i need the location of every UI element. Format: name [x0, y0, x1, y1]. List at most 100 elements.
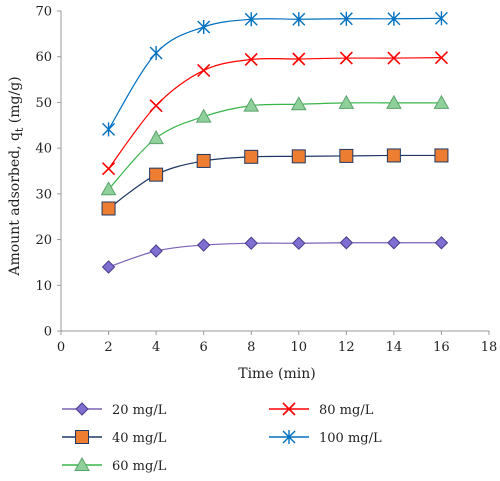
data-point [339, 51, 353, 65]
marker-shape [339, 236, 354, 250]
x-tick-label: 16 [433, 340, 450, 355]
y-tick-label: 40 [35, 142, 52, 157]
legend-label: 100 mg/L [319, 431, 382, 446]
x-axis-title: Time (min) [238, 366, 316, 382]
legend-item: 20 mg/L [62, 402, 167, 418]
data-point [149, 244, 163, 258]
data-point [387, 236, 401, 250]
data-point [387, 51, 401, 65]
marker-shape [149, 244, 163, 258]
data-point [434, 11, 448, 26]
marker-shape [290, 96, 307, 111]
marker-shape [148, 130, 164, 145]
marker-shape [197, 63, 211, 77]
data-point [102, 122, 116, 137]
data-point [101, 260, 116, 274]
data-point [100, 181, 117, 196]
data-point [149, 167, 164, 182]
legend-swatch-marker [75, 430, 89, 444]
marker-shape [433, 94, 450, 109]
y-axis-title-main: Amount adsorbed, q [7, 132, 23, 277]
marker-shape [339, 148, 354, 163]
data-point [197, 20, 211, 34]
y-tick-label: 70 [35, 5, 52, 20]
data-point [149, 99, 163, 113]
marker-shape [101, 162, 116, 176]
series-line [108, 154, 442, 209]
data-point [292, 52, 306, 66]
legend-item: 80 mg/L [269, 402, 374, 418]
data-point [433, 94, 450, 109]
axes: 0 10 20 30 40 50 60 70 0 2 4 6 8 10 12 14 16 18 [35, 5, 497, 356]
data-point [434, 236, 449, 250]
series-40-mg-l [101, 148, 449, 216]
x-tick-label: 2 [104, 340, 112, 355]
data-point [244, 236, 258, 250]
y-axis-title-subscript: t [13, 127, 26, 132]
series-60-mg-l [100, 94, 450, 196]
marker-shape [101, 260, 116, 274]
marker-shape [101, 201, 116, 216]
legend-item: 60 mg/L [62, 456, 167, 474]
data-point [244, 149, 259, 164]
marker-shape [75, 430, 89, 444]
marker-shape [387, 51, 401, 65]
legend-swatch-marker [282, 430, 296, 444]
marker-shape [74, 456, 90, 471]
marker-shape [291, 149, 306, 164]
data-point [339, 11, 353, 26]
marker-shape [196, 153, 211, 168]
data-point [434, 148, 449, 163]
data-point [387, 11, 401, 26]
data-point [197, 63, 211, 77]
legend-label: 40 mg/L [112, 431, 167, 446]
data-point [290, 96, 307, 111]
data-point [149, 46, 163, 61]
legend-label: 80 mg/L [319, 403, 374, 418]
marker-shape [386, 94, 402, 109]
marker-shape [292, 236, 306, 250]
x-tick-label: 0 [57, 340, 65, 355]
marker-shape [386, 148, 401, 163]
series-layer [100, 11, 450, 274]
x-tick-label: 8 [247, 340, 255, 355]
legend-label: 60 mg/L [112, 459, 167, 474]
marker-shape [244, 236, 258, 250]
marker-shape [282, 402, 296, 416]
legend-label: 20 mg/L [112, 403, 167, 418]
marker-shape [434, 51, 449, 65]
marker-shape [149, 99, 163, 113]
marker-shape [244, 149, 259, 164]
series-80-mg-l [101, 51, 449, 176]
data-point [196, 238, 211, 252]
x-tick-label: 6 [200, 340, 208, 355]
marker-shape [434, 236, 449, 250]
data-point [338, 94, 355, 109]
legend-item: 40 mg/L [62, 430, 167, 446]
marker-shape [339, 51, 353, 65]
marker-shape [243, 97, 260, 112]
legend-item: 100 mg/L [269, 430, 382, 446]
y-axis-title-unit: (mg/g) [7, 76, 23, 127]
data-point [101, 201, 116, 216]
marker-shape [338, 94, 355, 109]
x-tick-label: 12 [338, 340, 355, 355]
x-tick-label: 14 [386, 340, 403, 355]
data-point [101, 162, 116, 176]
legend-swatch-marker [75, 402, 89, 416]
y-axis-title: Amount adsorbed, qt (mg/g) [7, 76, 26, 276]
marker-shape [100, 181, 117, 196]
y-tick-label: 0 [44, 325, 52, 340]
data-point [292, 236, 306, 250]
marker-shape [292, 52, 306, 66]
marker-shape [244, 52, 258, 67]
marker-shape [196, 238, 211, 252]
series-100-mg-l [102, 11, 448, 137]
marker-shape [195, 108, 212, 123]
y-tick-label: 20 [35, 233, 52, 248]
x-tick-label: 18 [481, 340, 498, 355]
x-tick-label: 4 [152, 340, 160, 355]
y-tick-label: 10 [35, 279, 52, 294]
data-point [195, 108, 212, 123]
